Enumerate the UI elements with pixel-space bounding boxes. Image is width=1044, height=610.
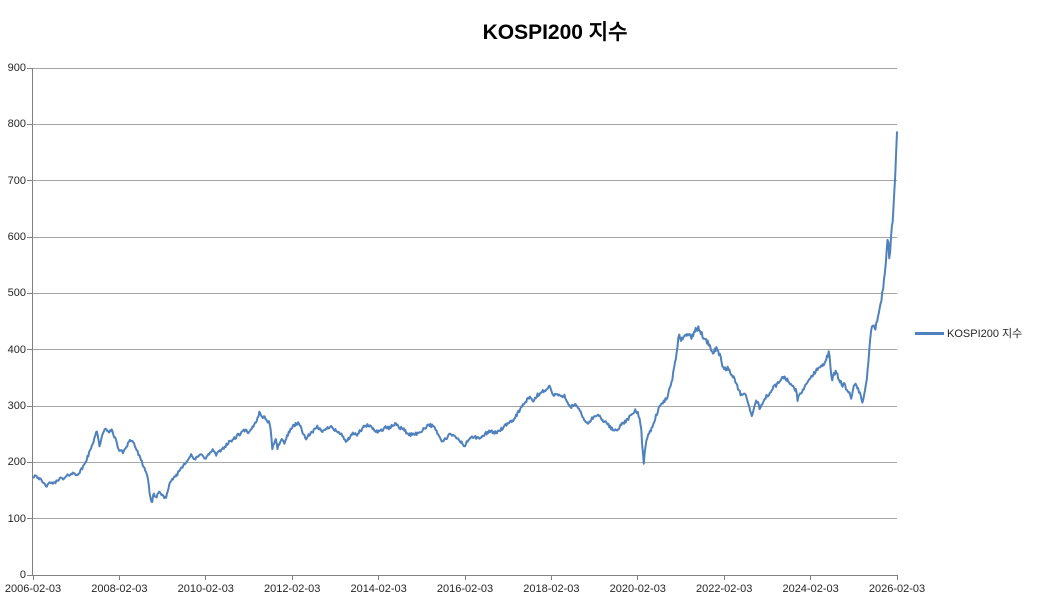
gridline-y-200 <box>33 461 897 463</box>
y-axis-tick-label: 900 <box>7 62 26 74</box>
x-axis-tick <box>378 575 380 580</box>
y-axis-tick-label: 300 <box>7 400 26 412</box>
x-axis-tick <box>32 575 34 580</box>
y-axis-tick <box>27 518 33 520</box>
x-axis-tick-label: 2022-02-03 <box>696 583 753 595</box>
y-axis-tick <box>27 405 33 407</box>
x-axis-tick <box>550 575 552 580</box>
x-axis-tick <box>464 575 466 580</box>
x-axis-tick <box>810 575 812 580</box>
x-axis-tick <box>291 575 293 580</box>
y-axis-tick <box>27 349 33 351</box>
y-axis-tick <box>27 236 33 238</box>
y-axis-tick-label: 600 <box>7 231 26 243</box>
gridline-y-300 <box>33 405 897 407</box>
y-axis-tick <box>27 461 33 463</box>
x-axis-tick-label: 2020-02-03 <box>609 583 666 595</box>
y-axis-tick <box>27 574 33 576</box>
gridline-y-600 <box>33 236 897 238</box>
y-axis-tick-label: 500 <box>7 287 26 300</box>
legend: KOSPI200 지수 <box>915 325 1022 341</box>
gridline-y-100 <box>33 518 897 520</box>
x-axis-tick-label: 2006-02-03 <box>4 583 62 595</box>
y-axis-tick-label: 700 <box>7 174 26 187</box>
x-axis-tick <box>723 575 725 580</box>
legend-label: KOSPI200 지수 <box>947 328 1023 340</box>
y-axis <box>32 68 33 576</box>
gridline-y-700 <box>33 180 897 182</box>
y-axis-tick <box>27 123 33 125</box>
y-axis-tick-label: 400 <box>7 343 26 356</box>
x-axis-tick-label: 2008-02-03 <box>91 583 148 595</box>
y-axis-tick-label: 100 <box>7 512 26 525</box>
y-axis-tick <box>27 180 33 182</box>
y-axis-tick-label: 800 <box>7 118 26 131</box>
y-axis-tick-label: 200 <box>7 456 26 469</box>
data-line-svg <box>32 131 898 504</box>
gridline-y-400 <box>33 349 897 351</box>
legend-line-marker <box>915 331 944 335</box>
x-axis-tick <box>896 575 898 580</box>
x-axis-tick <box>118 575 120 580</box>
gridline-y-500 <box>33 292 897 294</box>
y-axis-tick-label: 0 <box>19 569 26 581</box>
x-axis-tick-label: 2016-02-03 <box>436 583 494 595</box>
chart-title: KOSPI200 지수 <box>482 21 628 44</box>
y-axis-tick <box>27 292 33 294</box>
x-axis-tick-label: 2014-02-03 <box>350 583 407 595</box>
gridline-y-900 <box>33 67 897 69</box>
x-axis-tick-label: 2012-02-03 <box>264 583 321 595</box>
kospi200-line-series <box>32 131 898 504</box>
x-axis-tick <box>637 575 639 580</box>
x-axis-tick-label: 2010-02-03 <box>177 583 234 595</box>
x-axis-tick-label: 2018-02-03 <box>523 583 580 595</box>
y-axis-tick <box>27 67 33 69</box>
x-axis-tick-label: 2026-02-03 <box>868 583 926 595</box>
gridline-y-800 <box>33 123 897 125</box>
x-axis-tick-label: 2024-02-03 <box>782 583 839 595</box>
plot-area <box>27 67 898 580</box>
x-axis-tick <box>205 575 207 580</box>
